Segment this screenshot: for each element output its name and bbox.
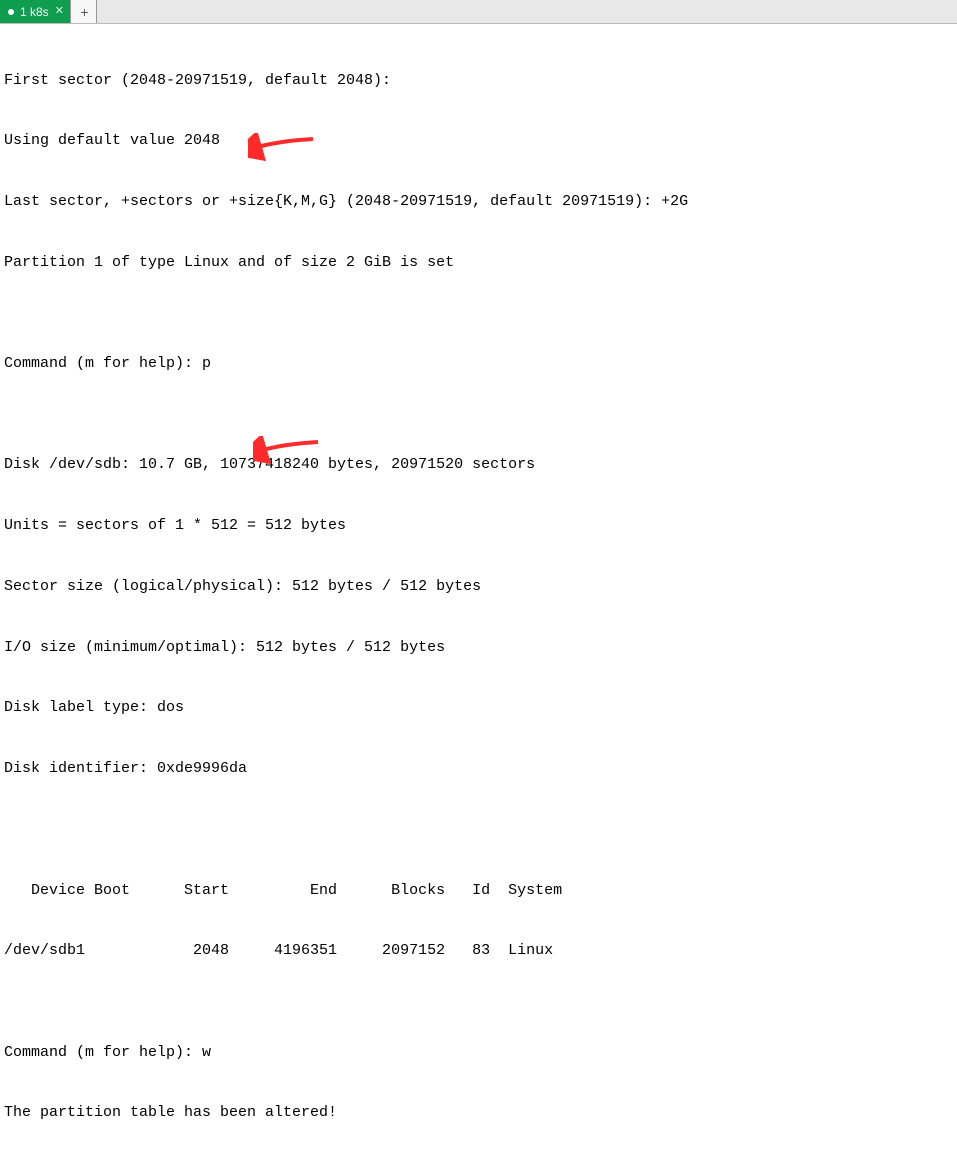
close-icon[interactable]: ✕ [55,6,64,17]
partition-table-row: /dev/sdb1 2048 4196351 2097152 83 Linux [4,941,953,961]
terminal-line: Last sector, +sectors or +size{K,M,G} (2… [4,192,953,212]
tab-bar: 1 k8s ✕ + [0,0,957,24]
terminal-line: Partition 1 of type Linux and of size 2 … [4,253,953,273]
terminal-line: Disk label type: dos [4,698,953,718]
terminal-line: First sector (2048-20971519, default 204… [4,71,953,91]
terminal-line: I/O size (minimum/optimal): 512 bytes / … [4,638,953,658]
partition-table-header: Device Boot Start End Blocks Id System [4,881,953,901]
plus-icon: + [80,4,88,20]
terminal-line: Units = sectors of 1 * 512 = 512 bytes [4,516,953,536]
tab-status-dot [8,9,14,15]
new-tab-button[interactable]: + [71,0,97,23]
terminal-line: Disk /dev/sdb: 10.7 GB, 10737418240 byte… [4,455,953,475]
terminal-line: Command (m for help): p [4,354,953,374]
terminal-line: The partition table has been altered! [4,1103,953,1123]
terminal-blank [4,820,953,840]
terminal-line: Disk identifier: 0xde9996da [4,759,953,779]
terminal-line: Command (m for help): w [4,1043,953,1063]
tab-label: 1 k8s [20,5,49,19]
tab-k8s[interactable]: 1 k8s ✕ [0,0,71,23]
terminal-output[interactable]: First sector (2048-20971519, default 204… [0,24,957,1150]
terminal-line: Sector size (logical/physical): 512 byte… [4,577,953,597]
terminal-line: Using default value 2048 [4,131,953,151]
